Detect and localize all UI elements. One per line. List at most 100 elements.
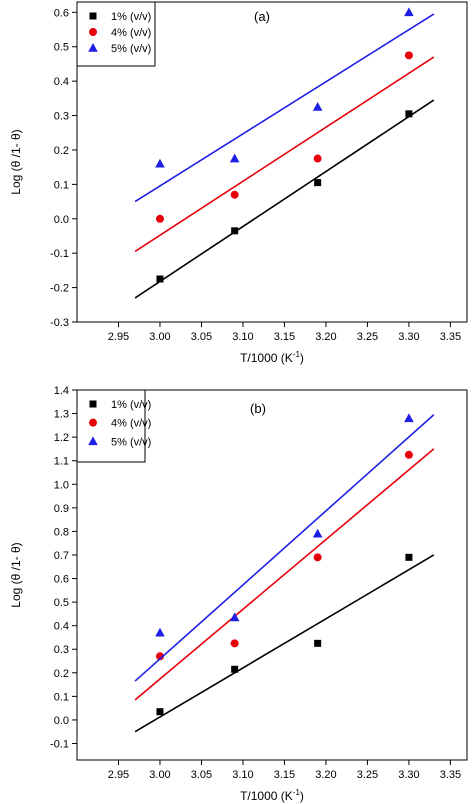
data-point (155, 627, 165, 637)
data-point (314, 179, 322, 187)
legend-label: 5% (v/v) (111, 43, 151, 55)
data-point (405, 110, 413, 118)
x-tick-label: 3.10 (232, 331, 253, 343)
x-tick-label: 3.20 (315, 331, 336, 343)
legend-label: 4% (v/v) (111, 418, 151, 430)
legend-box (76, 389, 146, 463)
x-tick-label: 3.00 (149, 769, 170, 781)
y-tick-label: 0.6 (54, 7, 69, 19)
y-tick-label: 0.3 (54, 111, 69, 123)
data-point (155, 214, 164, 223)
x-tick-label: 3.00 (149, 331, 170, 343)
x-axis-label: T/1000 (K-1) (240, 788, 304, 803)
chart-panel-b: 2.95 3.00 3.05 3.10 3.15 3.20 3.25 3.30 3.35 -0.1… (9, 385, 468, 803)
y-tick-label: 0.4 (54, 76, 69, 88)
legend-marker (88, 436, 98, 446)
y-tick-label: 0.0 (54, 715, 69, 727)
y-tick-label: 0.7 (54, 550, 69, 562)
y-tick-label: -0.3 (50, 317, 69, 329)
x-tick-label: 3.10 (232, 769, 253, 781)
y-tick-label: 0.1 (54, 691, 69, 703)
data-point (404, 450, 413, 459)
y-tick-label: 1.1 (54, 456, 69, 468)
y-tick-label: 0.2 (54, 145, 69, 157)
y-tick-label: 0.1 (54, 179, 69, 191)
data-point (156, 708, 164, 716)
y-tick-label: 1.0 (54, 479, 69, 491)
x-tick-label: 3.30 (398, 331, 419, 343)
x-tick-label: 3.15 (274, 769, 295, 781)
legend-marker (89, 12, 97, 20)
y-tick-label: -0.1 (50, 739, 69, 751)
data-point (312, 528, 323, 538)
x-tick-label: 3.35 (440, 331, 461, 343)
legend: 1% (v/v) 4% (v/v) 5% (v/v) (76, 389, 151, 463)
data-point (231, 227, 239, 235)
y-tick-label: 0.9 (54, 503, 69, 515)
x-axis-label: T/1000 (K-1) (240, 350, 304, 365)
legend: 1% (v/v) 4% (v/v) 5% (v/v) (76, 1, 156, 67)
x-tick-label: 3.30 (398, 769, 419, 781)
data-point (314, 639, 322, 647)
y-tick-label: 0.5 (54, 597, 69, 609)
x-tick-label: 3.05 (191, 769, 212, 781)
x-tick-label: 3.20 (315, 769, 336, 781)
plot-frame (76, 389, 468, 761)
data-point (230, 190, 239, 199)
data-point (404, 51, 413, 60)
x-tick-label: 2.95 (108, 331, 129, 343)
data-point (313, 553, 322, 562)
data-point (155, 652, 164, 661)
legend-marker (89, 418, 97, 427)
fit-line (134, 448, 435, 701)
y-tick-label: 0.5 (54, 42, 69, 54)
x-tick-label: 3.25 (357, 769, 378, 781)
x-tick-label: 3.15 (274, 331, 295, 343)
y-tick-label: 0.8 (54, 526, 69, 538)
y-tick-label: 1.2 (54, 432, 69, 444)
y-tick-label: 0.2 (54, 668, 69, 680)
fit-line (134, 554, 435, 733)
y-axis-label: Log (θ /1- θ) (9, 129, 23, 194)
legend-label: 1% (v/v) (111, 11, 151, 23)
data-point (312, 101, 323, 111)
fit-line (134, 414, 435, 682)
data-point (229, 612, 240, 622)
x-tick-label: 3.25 (357, 331, 378, 343)
y-tick-label: 0.0 (54, 214, 69, 226)
y-tick-label: 1.4 (54, 385, 69, 397)
data-point (313, 154, 322, 163)
data-point (229, 153, 240, 163)
data-point (404, 7, 414, 17)
data-point (405, 553, 413, 561)
x-tick-label: 3.05 (191, 331, 212, 343)
y-tick-label: -0.2 (50, 283, 69, 295)
y-tick-label: 0.6 (54, 574, 69, 586)
y-tick-label: -0.1 (50, 248, 69, 260)
y-axis-label: Log (θ /1- θ) (9, 542, 23, 607)
fit-line (134, 13, 435, 203)
fit-line (134, 99, 435, 299)
panel-title: (a) (254, 9, 270, 24)
legend-label: 1% (v/v) (111, 399, 151, 411)
data-point (156, 275, 164, 283)
legend-label: 4% (v/v) (111, 27, 151, 39)
data-point (155, 158, 165, 168)
y-tick-label: 0.3 (54, 644, 69, 656)
plot-frame (76, 1, 468, 323)
y-tick-label: 0.4 (54, 621, 69, 633)
chart-panel-a: 2.95 3.00 3.05 3.10 3.15 3.20 3.25 3.30 3.35 -0.3… (9, 1, 468, 365)
legend-marker (89, 400, 97, 408)
data-point (230, 639, 239, 648)
legend-label: 5% (v/v) (111, 436, 151, 448)
y-tick-label: 1.3 (54, 409, 69, 421)
data-point (404, 413, 414, 423)
legend-marker (89, 28, 97, 36)
panel-title: (b) (250, 401, 266, 416)
fit-line (134, 56, 435, 253)
x-tick-label: 2.95 (108, 769, 129, 781)
legend-marker (88, 43, 98, 52)
data-point (231, 665, 239, 673)
x-tick-label: 3.35 (440, 769, 461, 781)
